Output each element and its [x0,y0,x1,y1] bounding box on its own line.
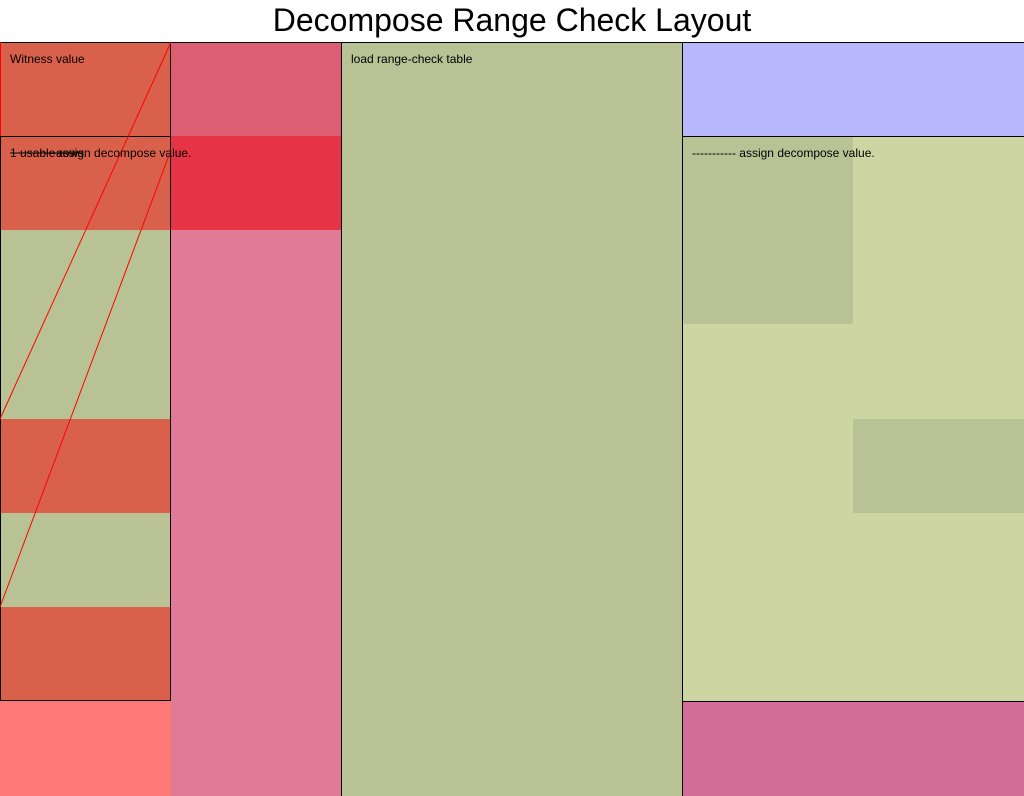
load-table-region [342,42,683,796]
witness-outline [0,42,171,701]
olive-subblock-1 [683,136,853,324]
magenta-footer [683,701,1024,796]
assign-decompose-block [171,136,342,230]
witness-region [0,42,171,136]
salmon-footer [0,701,171,796]
load-table-label: load range-check table [351,52,473,66]
witness-label: Witness value [10,52,85,66]
assign-decompose-left-label: assign decompose value. [56,146,191,160]
usable-rows-region [0,136,171,230]
olive-subblock-2 [853,419,1024,513]
diagram-title: Decompose Range Check Layout [272,2,752,38]
lavender-block [683,42,1024,136]
diagonal-connector-1 [0,41,172,420]
column-2-top-block [171,42,342,136]
red-row-1 [0,419,171,513]
assign-decompose-right-label: ----------- assign decompose value. [692,146,875,160]
red-row-2 [0,607,171,701]
diagonal-connector-2 [0,149,172,608]
